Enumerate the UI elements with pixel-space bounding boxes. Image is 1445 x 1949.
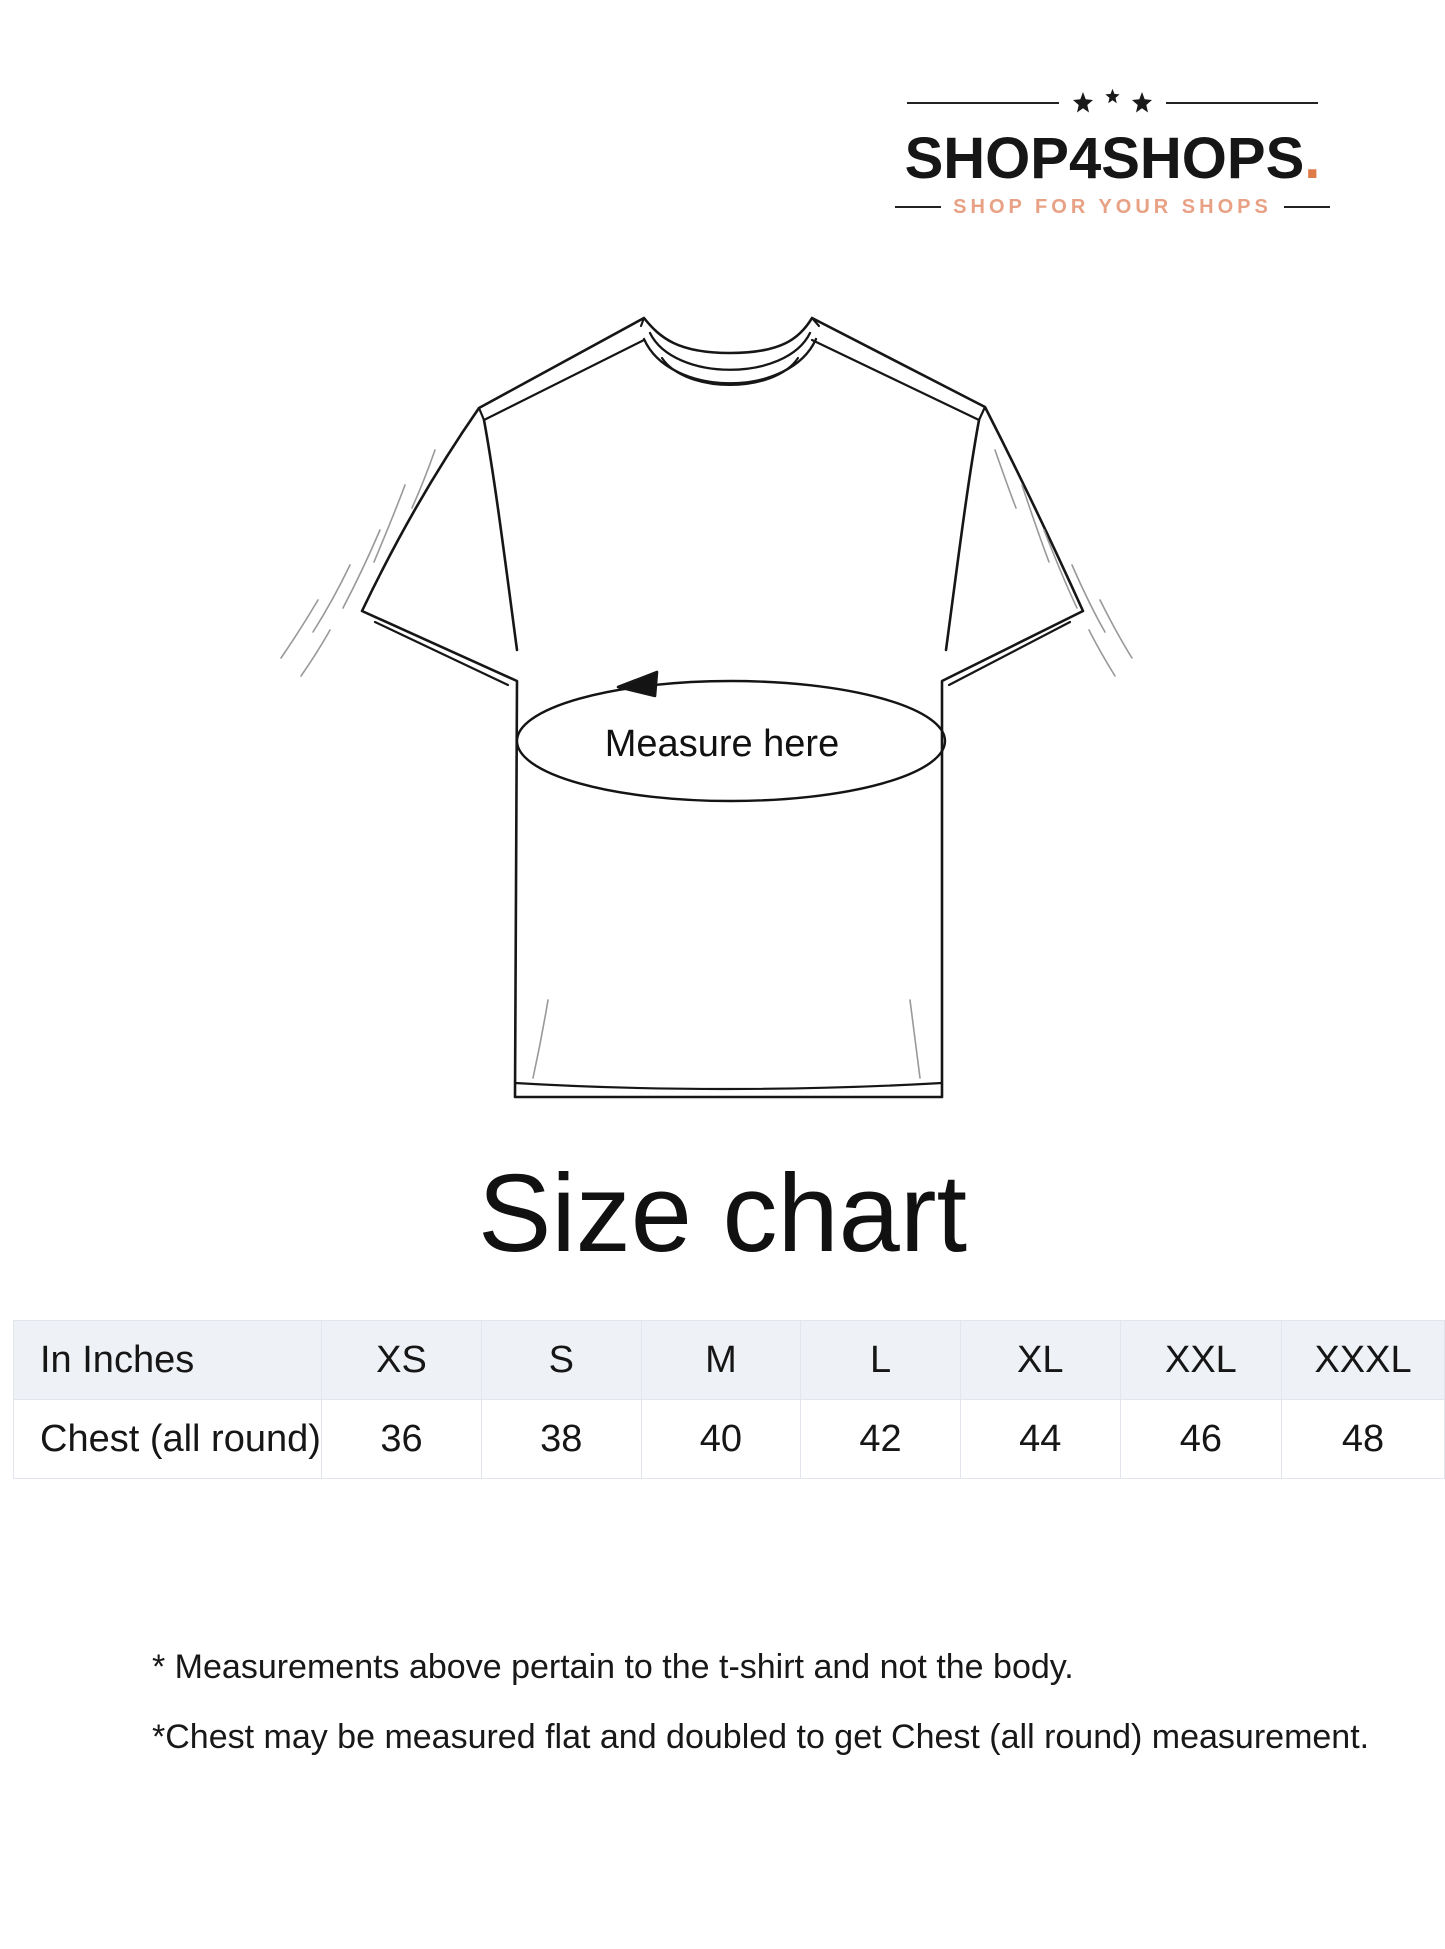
svg-text:Measure here: Measure here	[605, 723, 839, 765]
